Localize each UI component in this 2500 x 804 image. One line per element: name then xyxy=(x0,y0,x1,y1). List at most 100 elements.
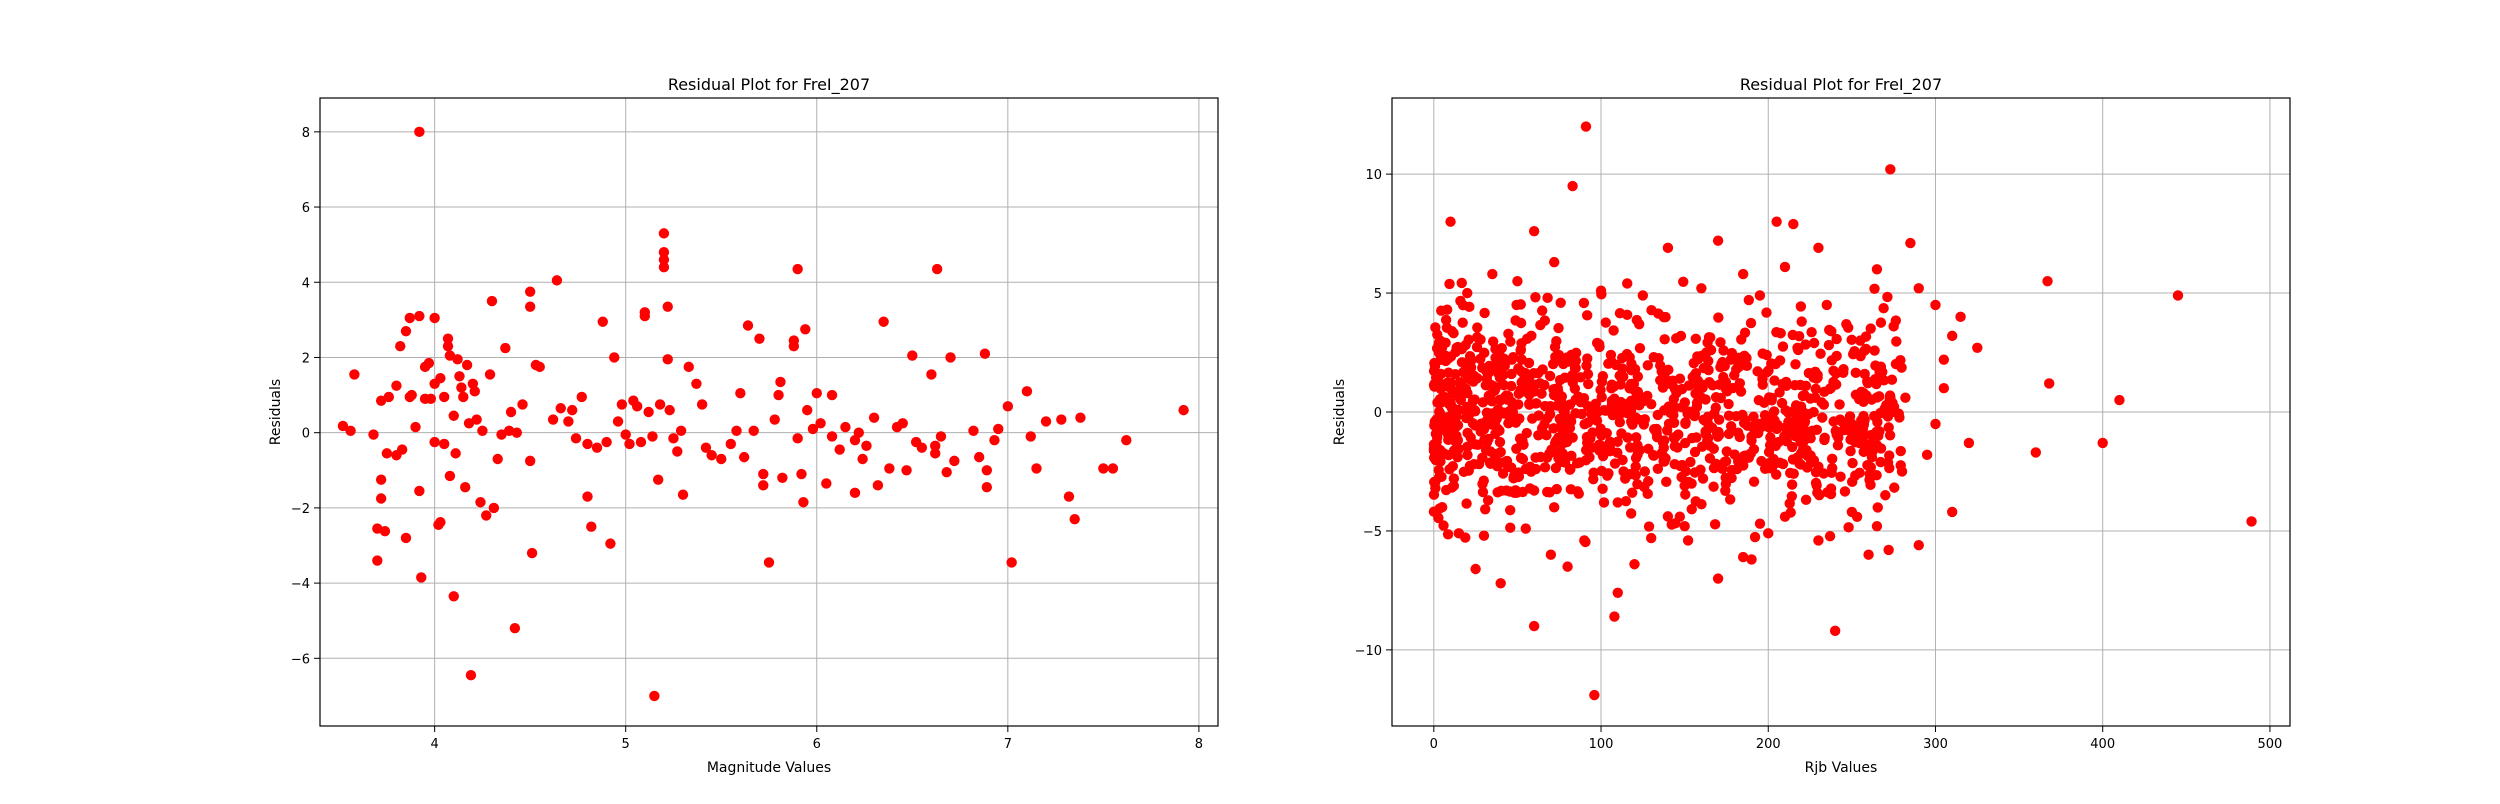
left-data-point xyxy=(452,354,463,365)
left-data-point xyxy=(716,453,727,465)
right-data-point xyxy=(1559,372,1571,383)
right-data-point xyxy=(1490,343,1501,355)
left-data-point xyxy=(1031,463,1042,474)
right-data-point xyxy=(1875,456,1886,468)
right-data-point xyxy=(1527,413,1538,424)
right-data-point xyxy=(1462,387,1473,399)
right-data-point xyxy=(1482,367,1494,379)
right-data-point xyxy=(1742,420,1753,431)
left-data-point xyxy=(647,431,658,442)
right-data-point xyxy=(1891,336,1902,347)
left-data-point xyxy=(981,465,993,476)
right-data-point xyxy=(1748,411,1759,422)
right-data-point xyxy=(1602,470,1613,481)
right-data-point xyxy=(1652,463,1664,474)
right-data-point xyxy=(1484,413,1495,425)
left-data-point xyxy=(926,369,937,380)
left-x-ticks: 4 5 6 7 8 xyxy=(430,726,1203,752)
left-x-tick-label: 8 xyxy=(1195,737,1203,752)
right-data-point xyxy=(1930,418,1941,430)
right-data-point xyxy=(1783,416,1794,428)
right-data-point xyxy=(1846,334,1857,346)
left-data-point xyxy=(792,433,803,444)
right-data-point xyxy=(1723,410,1735,421)
right-data-point xyxy=(1495,578,1506,589)
left-data-point xyxy=(551,275,563,286)
right-data-point xyxy=(1871,426,1882,438)
right-data-point xyxy=(1900,392,1911,403)
right-data-point xyxy=(1463,409,1475,420)
right-data-point xyxy=(1622,278,1633,289)
right-data-point xyxy=(1639,466,1651,477)
right-data-point xyxy=(1428,452,1440,463)
left-data-point xyxy=(396,444,408,455)
right-data-point xyxy=(1607,381,1619,393)
right-data-point xyxy=(1690,496,1701,507)
right-data-point xyxy=(1555,297,1566,309)
left-data-point xyxy=(458,391,469,403)
right-data-point xyxy=(1708,443,1719,454)
right-data-point xyxy=(1477,486,1489,498)
left-chart-title: Residual Plot for FreI_207 xyxy=(668,75,870,95)
right-data-point xyxy=(1812,487,1823,498)
left-data-point xyxy=(524,455,536,467)
right-data-point xyxy=(1600,317,1611,328)
left-data-point xyxy=(570,433,582,444)
right-data-point xyxy=(1887,406,1898,418)
left-data-point xyxy=(477,425,488,437)
right-data-point xyxy=(1547,358,1559,370)
left-data-point xyxy=(609,352,620,363)
left-data-point xyxy=(591,442,603,453)
right-data-point xyxy=(1452,390,1463,402)
right-data-point xyxy=(1896,362,1907,373)
left-data-point xyxy=(429,436,440,448)
right-data-point xyxy=(1546,444,1557,455)
left-y-tick-label: 6 xyxy=(302,201,310,216)
right-data-point xyxy=(1737,409,1748,421)
right-data-point xyxy=(1774,387,1785,398)
right-data-point xyxy=(1883,544,1894,556)
right-data-point xyxy=(1561,412,1573,423)
right-y-tick-label: 5 xyxy=(1374,287,1382,302)
right-data-point xyxy=(1824,531,1836,542)
left-data-point xyxy=(643,406,654,418)
right-data-point xyxy=(1612,497,1623,508)
right-data-point xyxy=(1777,341,1789,352)
left-data-point xyxy=(800,324,811,335)
right-data-point xyxy=(1796,316,1807,327)
right-residual-chart: 0 100 200 300 400 500 −10 −5 0 5 10 Residual Plot… xyxy=(1332,75,2291,776)
right-data-point xyxy=(1921,449,1933,461)
right-data-point xyxy=(1815,348,1826,359)
right-data-point xyxy=(1494,372,1506,383)
right-data-point xyxy=(1430,322,1441,333)
right-data-point xyxy=(1746,554,1757,565)
right-data-point xyxy=(1590,398,1601,409)
right-data-point xyxy=(1769,375,1780,386)
right-data-point xyxy=(1479,434,1490,446)
left-data-point xyxy=(635,436,647,448)
right-data-point xyxy=(1615,379,1626,390)
left-data-point xyxy=(758,468,769,480)
right-data-point xyxy=(1451,342,1462,353)
right-data-point xyxy=(1938,383,1950,394)
right-data-point xyxy=(1938,354,1950,365)
right-data-point xyxy=(1485,458,1496,469)
right-data-point xyxy=(1442,377,1453,388)
right-data-point xyxy=(1858,446,1869,458)
right-data-point xyxy=(1799,389,1810,401)
right-data-point xyxy=(1710,458,1722,470)
right-data-point xyxy=(1823,339,1835,351)
left-data-point xyxy=(826,431,838,442)
right-data-point xyxy=(1745,317,1757,329)
right-data-point xyxy=(1834,399,1845,410)
right-data-point xyxy=(1858,419,1869,431)
right-data-point xyxy=(1725,421,1737,432)
left-data-point xyxy=(448,591,459,602)
right-data-point xyxy=(1477,452,1488,464)
left-data-point xyxy=(582,438,593,450)
right-data-point xyxy=(1632,371,1644,382)
left-data-point xyxy=(391,380,402,391)
right-data-point xyxy=(1660,453,1671,464)
right-data-point xyxy=(1679,480,1690,491)
right-data-point xyxy=(1692,381,1704,393)
